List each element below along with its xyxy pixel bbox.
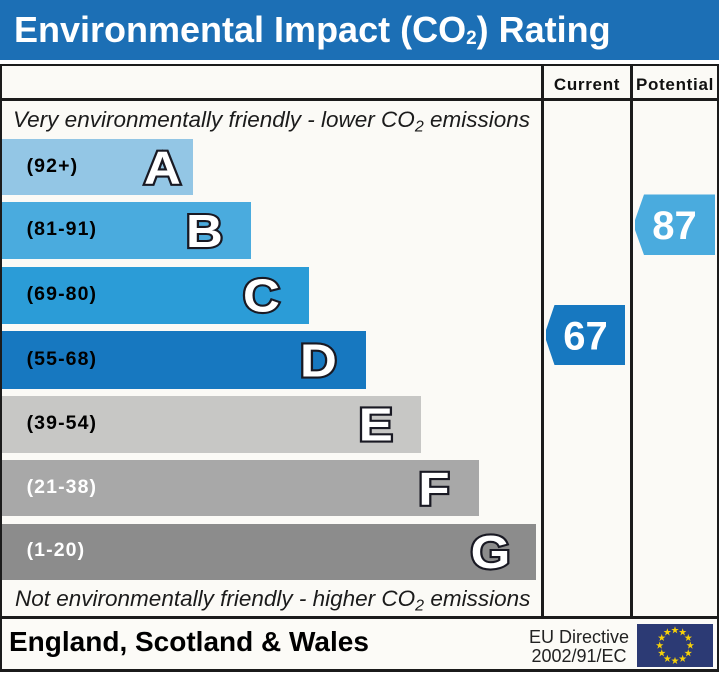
svg-text:E: E — [359, 400, 393, 451]
svg-text:F: F — [418, 464, 449, 515]
svg-text:C: C — [243, 271, 280, 322]
svg-text:B: B — [186, 206, 223, 257]
svg-text:A: A — [144, 143, 181, 194]
svg-text:G: G — [471, 527, 511, 578]
svg-text:67: 67 — [563, 315, 608, 359]
svg-text:87: 87 — [652, 204, 697, 248]
svg-text:D: D — [300, 336, 337, 387]
